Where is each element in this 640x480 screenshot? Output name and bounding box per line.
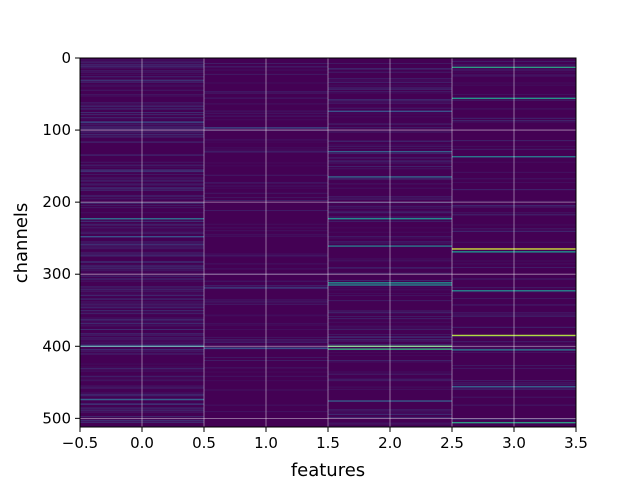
y-axis-label: channels (11, 203, 32, 284)
x-tick-label: 0.0 (130, 434, 154, 452)
x-axis: −0.5 0.0 0.5 1.0 1.5 2.0 2.5 3.0 3.5 (62, 427, 588, 452)
plot-area (79, 57, 577, 428)
x-tick-label: 1.5 (316, 434, 340, 452)
y-tick-label: 500 (42, 409, 71, 427)
x-tick-label: 3.5 (564, 434, 588, 452)
y-axis: 0 100 200 300 400 500 (42, 49, 80, 427)
y-tick-label: 0 (61, 49, 71, 67)
y-tick-label: 300 (42, 265, 71, 283)
x-tick-label: −0.5 (62, 434, 98, 452)
x-tick-label: 2.0 (378, 434, 402, 452)
y-tick-label: 100 (42, 121, 71, 139)
x-tick-label: 1.0 (254, 434, 278, 452)
x-axis-label: features (291, 460, 365, 480)
x-tick-label: 0.5 (192, 434, 216, 452)
x-tick-label: 2.5 (440, 434, 464, 452)
y-tick-label: 400 (42, 337, 71, 355)
x-tick-label: 3.0 (502, 434, 526, 452)
y-tick-label: 200 (42, 193, 71, 211)
